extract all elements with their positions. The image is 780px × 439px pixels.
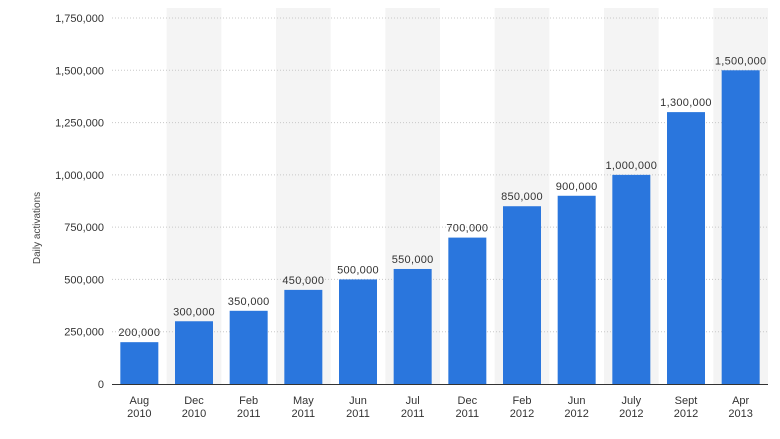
x-tick-label: 2012 bbox=[564, 408, 588, 420]
bar bbox=[175, 321, 213, 384]
x-axis-tick-labels: Aug2010Dec2010Feb2011May2011Jun2011Jul20… bbox=[127, 395, 753, 420]
bar bbox=[448, 237, 487, 384]
x-tick-label: Jul bbox=[406, 395, 420, 407]
data-label: 200,000 bbox=[118, 327, 160, 339]
data-label: 900,000 bbox=[556, 181, 598, 193]
x-tick-label: Jun bbox=[568, 395, 586, 407]
data-label: 300,000 bbox=[173, 306, 215, 318]
data-label: 350,000 bbox=[228, 296, 270, 308]
x-tick-label: Feb bbox=[513, 395, 532, 407]
x-tick-label: Dec bbox=[458, 395, 478, 407]
data-label: 550,000 bbox=[392, 254, 434, 266]
y-tick-label: 250,000 bbox=[64, 327, 104, 339]
bar bbox=[393, 268, 432, 384]
y-axis-title: Daily activations bbox=[32, 192, 43, 264]
bar bbox=[339, 279, 377, 384]
x-tick-label: Dec bbox=[184, 395, 204, 407]
bars bbox=[120, 70, 760, 385]
bar bbox=[229, 310, 268, 384]
gridlines bbox=[112, 17, 768, 333]
x-tick-label: 2013 bbox=[728, 408, 752, 420]
x-tick-label: 2012 bbox=[674, 408, 698, 420]
x-tick-label: July bbox=[622, 395, 642, 407]
x-tick-label: 2010 bbox=[182, 408, 206, 420]
bar bbox=[612, 174, 651, 384]
x-tick-label: 2011 bbox=[292, 408, 316, 420]
x-tick-label: 2012 bbox=[510, 408, 534, 420]
x-tick-label: 2011 bbox=[346, 408, 370, 420]
y-axis-tick-labels: 0 250,000 500,000 750,000 1,000,000 1,250,000… bbox=[55, 13, 104, 391]
x-tick-label: Jun bbox=[349, 395, 367, 407]
x-tick-label: May bbox=[293, 395, 314, 407]
bar bbox=[284, 289, 323, 384]
x-tick-label: 2011 bbox=[401, 408, 425, 420]
y-tick-label: 1,000,000 bbox=[55, 170, 104, 182]
bar bbox=[667, 112, 705, 384]
x-tick-label: 2010 bbox=[127, 408, 151, 420]
x-tick-label: 2012 bbox=[619, 408, 643, 420]
x-tick-label: Sept bbox=[675, 395, 698, 407]
y-tick-label: 1,250,000 bbox=[55, 118, 104, 130]
x-tick-label: Feb bbox=[239, 395, 258, 407]
bar bbox=[557, 195, 596, 384]
data-label: 500,000 bbox=[337, 264, 379, 276]
y-tick-label: 750,000 bbox=[64, 222, 104, 234]
y-tick-label: 1,500,000 bbox=[55, 65, 104, 77]
x-tick-label: Aug bbox=[130, 395, 150, 407]
y-tick-label: 500,000 bbox=[64, 274, 104, 286]
data-label: 450,000 bbox=[282, 275, 324, 287]
data-label: 1,500,000 bbox=[715, 55, 767, 67]
bar bbox=[721, 70, 760, 385]
data-label: 1,300,000 bbox=[660, 97, 712, 109]
y-tick-label: 1,750,000 bbox=[55, 13, 104, 25]
bar bbox=[503, 206, 541, 384]
x-tick-label: Apr bbox=[732, 395, 749, 407]
data-label: 1,000,000 bbox=[606, 160, 658, 172]
bar bbox=[120, 342, 159, 384]
data-label: 700,000 bbox=[446, 223, 488, 235]
data-label: 850,000 bbox=[501, 191, 543, 203]
value-labels: 200,000 300,000 350,000 450,000 500,000 550,0… bbox=[118, 55, 766, 339]
x-tick-label: 2011 bbox=[456, 408, 480, 420]
y-tick-label: 0 bbox=[98, 379, 104, 391]
x-tick-label: 2011 bbox=[237, 408, 261, 420]
